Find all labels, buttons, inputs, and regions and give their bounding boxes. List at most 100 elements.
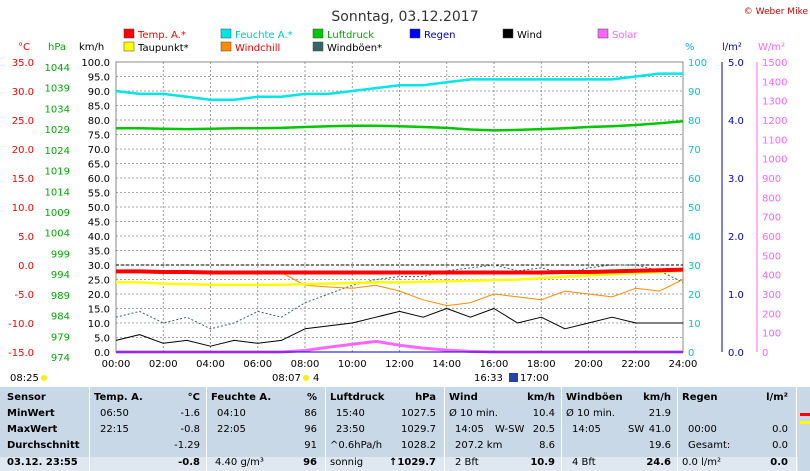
temp-current-value: -0.8 [178,457,200,468]
hum-tick-label: 10 [688,319,701,330]
wind-tick-label: 20.0 [88,290,110,301]
table-col-wind: Wind km/h Ø 10 min. 10.4 14:05 W-SW 20.5… [445,387,561,471]
sensor-header: Sensor [7,392,46,403]
press-tick-label: 1034 [45,104,70,115]
press-tick-label: 999 [51,249,70,260]
time-tick-label: 16:00 [480,359,509,370]
gust-unit: km/h [643,392,671,403]
rain-today: 0.0 l/m² [682,457,721,468]
wind-tick-label: 80.0 [88,116,110,127]
rain-tick-label: 1.0 [728,290,744,301]
rain-header: Regen [682,392,718,403]
hum-max-value: 96 [304,424,317,435]
solar-tick-label: 800 [762,193,781,204]
temp-unit-label: °C [18,42,30,53]
series-temperature [116,267,684,275]
sunrise-time: 08:07 [272,373,301,384]
temp-max-time: 22:15 [100,424,129,435]
press-current-value: ↑1029.7 [389,457,436,468]
hum-tick-label: 20 [688,290,701,301]
hum-min-value: 86 [304,408,317,419]
time-tick-label: 00:00 [102,359,131,370]
wind-tick-label: 75.0 [88,131,110,142]
rain-tick-label: 4.0 [728,116,744,127]
legend-swatch [123,28,135,39]
solar-tick-label: 1200 [762,116,787,127]
left-time-label: 08:25 [10,373,39,384]
table-col-temp: Temp. A. °C 06:50 -1.6 22:15 -0.8 -1.29 … [90,387,206,471]
temp-min-value: -1.6 [180,408,200,419]
wind-beaufort: 2 Bft [455,457,479,468]
solar-tick-label: 100 [762,329,781,340]
press-tick-label: 984 [51,312,70,323]
press-header: Luftdruck [330,392,385,403]
press-forecast: sonnig [330,457,364,468]
rain-tick-label: 0.0 [728,348,744,359]
hum-tick-label: 0 [688,348,694,359]
moon-label: 4 [313,373,319,384]
press-tick-label: 989 [51,291,70,302]
press-tick-label: 1009 [45,208,70,219]
legend-swatch [123,41,135,52]
wind-tick-label: 95.0 [88,73,110,84]
solar-tick-label: 200 [762,309,781,320]
wind-tick-label: 25.0 [88,276,110,287]
temp-tick-label: 30.0 [12,87,34,98]
temp-tick-label: -10.0 [8,319,34,330]
time-tick-label: 12:00 [385,359,414,370]
gust-max-time: 14:05 [572,424,601,435]
gust-max-value: 41.0 [648,424,671,435]
wind-tick-label: 100.0 [81,58,110,69]
wind-max-time: 14:05 [455,424,484,435]
legend-swatch [312,28,324,39]
solar-tick-label: 1300 [762,97,787,108]
press-trend: ^0.6hPa/h [330,440,383,451]
series-wind [115,308,683,347]
series-humidity [115,72,683,101]
wind-tick-label: 55.0 [88,189,110,200]
rain-max-value: 0.0 [772,424,788,435]
wind-tick-label: 0.0 [94,348,110,359]
gust-current-value: 24.6 [646,457,671,468]
temp-max-value: -0.8 [180,424,200,435]
solar-tick-label: 300 [762,290,781,301]
press-tick-label: 1044 [45,63,70,74]
table-col-sensor: Sensor MinWert MaxWert Durchschnitt 03.1… [0,387,89,471]
solar-tick-label: 700 [762,213,781,224]
press-unit: hPa [415,392,436,403]
solar-tick-label: 0 [762,348,768,359]
hum-tick-label: 80 [688,116,701,127]
time-tick-label: 08:00 [291,359,320,370]
press-tick-label: 994 [51,270,70,281]
temp-tick-label: 35.0 [12,58,34,69]
wind-tick-label: 85.0 [88,102,110,113]
press-min-time: 15:40 [336,408,365,419]
legend-label: Taupunkt* [137,43,189,54]
solar-tick-label: 500 [762,251,781,262]
hum-tick-label: 30 [688,261,701,272]
legend-label: Luftdruck [327,30,374,41]
legend-swatch [312,41,324,52]
solar-tick-label: 900 [762,174,781,185]
wind-unit-label: km/h [79,42,104,53]
hum-tick-label: 70 [688,145,701,156]
press-tick-label: 1004 [45,229,70,240]
time-tick-label: 10:00 [338,359,367,370]
press-min-value: 1027.5 [401,408,436,419]
wind-tick-label: 5.0 [94,334,110,345]
wind-current-value: 10.9 [530,457,555,468]
moon-icon [509,373,518,382]
temp-tick-label: -5.0 [14,290,34,301]
solar-tick-label: 400 [762,271,781,282]
legend-label: Windchill [235,43,280,54]
wind-distance: 207.2 km [455,440,503,451]
sun-icon [41,375,47,381]
page-title: Sonntag, 03.12.2017 [331,9,478,25]
legend-swatch [502,28,514,39]
wind-header: Wind [449,392,478,403]
wind-tick-label: 15.0 [88,305,110,316]
time-tick-label: 24:00 [669,359,698,370]
time-tick-label: 04:00 [196,359,225,370]
time-tick-label: 20:00 [574,359,603,370]
hum-min-time: 04:10 [217,408,246,419]
